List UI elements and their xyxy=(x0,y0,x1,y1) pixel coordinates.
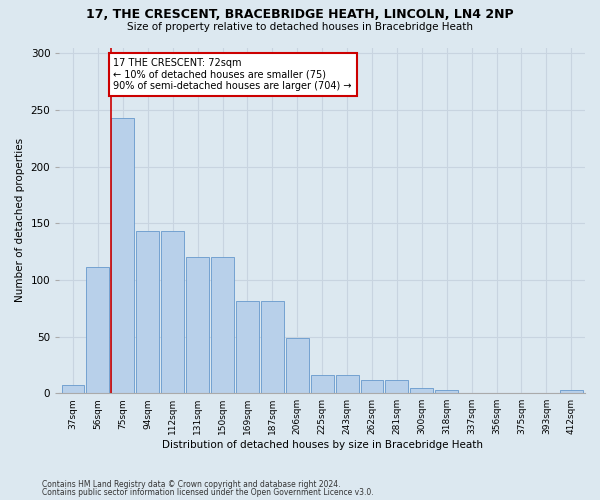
Bar xyxy=(361,380,383,393)
Bar xyxy=(186,257,209,393)
Bar xyxy=(62,386,85,393)
Bar xyxy=(385,380,409,393)
X-axis label: Distribution of detached houses by size in Bracebridge Heath: Distribution of detached houses by size … xyxy=(161,440,482,450)
Bar xyxy=(311,375,334,393)
Bar xyxy=(136,231,159,393)
Text: Size of property relative to detached houses in Bracebridge Heath: Size of property relative to detached ho… xyxy=(127,22,473,32)
Bar xyxy=(261,302,284,393)
Bar xyxy=(211,257,234,393)
Text: 17, THE CRESCENT, BRACEBRIDGE HEATH, LINCOLN, LN4 2NP: 17, THE CRESCENT, BRACEBRIDGE HEATH, LIN… xyxy=(86,8,514,20)
Bar xyxy=(161,231,184,393)
Bar xyxy=(410,388,433,393)
Y-axis label: Number of detached properties: Number of detached properties xyxy=(15,138,25,302)
Text: Contains public sector information licensed under the Open Government Licence v3: Contains public sector information licen… xyxy=(42,488,374,497)
Bar xyxy=(435,390,458,393)
Text: 17 THE CRESCENT: 72sqm
← 10% of detached houses are smaller (75)
90% of semi-det: 17 THE CRESCENT: 72sqm ← 10% of detached… xyxy=(113,58,352,91)
Bar xyxy=(286,338,309,393)
Bar xyxy=(112,118,134,393)
Bar xyxy=(236,302,259,393)
Text: Contains HM Land Registry data © Crown copyright and database right 2024.: Contains HM Land Registry data © Crown c… xyxy=(42,480,341,489)
Bar xyxy=(560,390,583,393)
Bar xyxy=(335,375,359,393)
Bar xyxy=(86,268,109,393)
